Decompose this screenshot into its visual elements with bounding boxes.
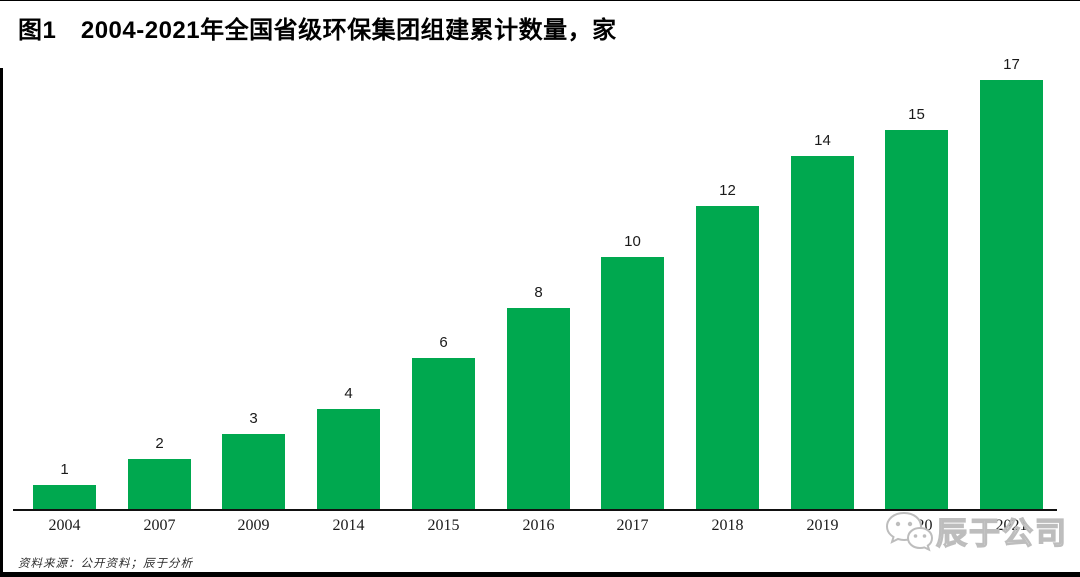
frame-border-left — [0, 68, 3, 577]
bar-value-label: 15 — [908, 106, 925, 123]
x-tick-label: 2018 — [711, 517, 744, 534]
bar-2004 — [33, 485, 96, 510]
bar-value-label: 1 — [60, 461, 69, 478]
bar-2009 — [222, 434, 285, 510]
x-tick-label: 2021 — [995, 517, 1028, 534]
x-tick-label: 2009 — [237, 517, 270, 534]
x-tick-label: 2017 — [616, 517, 649, 534]
bar-2020 — [885, 130, 948, 510]
source-note: 资料来源：公开资料；辰于分析 — [18, 558, 193, 570]
x-tick-label: 2019 — [806, 517, 839, 534]
watermark-text: 辰于公司 — [935, 515, 1068, 551]
bar-value-label: 6 — [439, 334, 448, 351]
bar-2014 — [317, 409, 380, 510]
bar-value-label: 14 — [814, 132, 831, 149]
wechat-icon — [885, 511, 934, 552]
bar-value-label: 12 — [719, 182, 736, 199]
bar-value-label: 8 — [534, 284, 543, 301]
x-axis-line — [13, 509, 1057, 511]
bar-value-label: 3 — [249, 410, 258, 427]
frame-border-top — [0, 0, 1080, 1]
x-tick-label: 2007 — [143, 517, 176, 534]
bar-value-label: 17 — [1003, 56, 1020, 73]
bar-2019 — [791, 156, 854, 510]
bar-2017 — [601, 257, 664, 510]
x-tick-label: 2015 — [427, 517, 460, 534]
bar-2018 — [696, 206, 759, 510]
bar-value-label: 2 — [155, 435, 164, 452]
bar-2016 — [507, 308, 570, 510]
bar-2007 — [128, 459, 191, 510]
bar-2021 — [980, 80, 1043, 510]
frame-border-bottom — [0, 572, 1080, 577]
chart-title: 图1 2004-2021年全国省级环保集团组建累计数量，家 — [18, 17, 617, 44]
bar-value-label: 4 — [344, 385, 353, 402]
x-tick-label: 2016 — [522, 517, 555, 534]
watermark: 辰于公司 — [884, 508, 1074, 556]
x-tick-label: 2014 — [332, 517, 365, 534]
bar-value-label: 10 — [624, 233, 641, 250]
x-tick-label: 2004 — [48, 517, 81, 534]
bar-2015 — [412, 358, 475, 510]
